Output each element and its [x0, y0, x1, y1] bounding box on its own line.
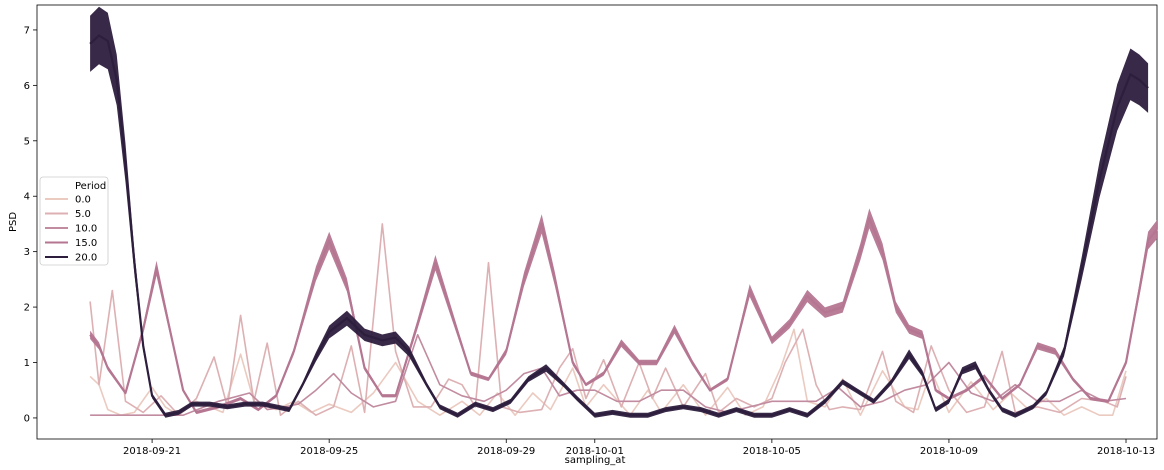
y-tick-label: 6 — [24, 81, 30, 92]
x-tick-label: 2018-09-25 — [300, 446, 358, 457]
series-line — [89, 223, 1127, 416]
series-15.0 — [89, 208, 1158, 415]
y-tick-label: 1 — [24, 358, 30, 369]
x-axis: 2018-09-21 2018-09-25 2018-09-29 2018-10-01… — [123, 439, 1155, 457]
x-tick-label: 2018-10-13 — [1097, 446, 1155, 457]
x-tick-label: 2018-10-01 — [566, 446, 624, 457]
series-20.0 — [89, 6, 1149, 418]
y-axis: 0 1 2 3 4 5 6 7 — [24, 25, 37, 424]
legend-label: 0.0 — [75, 195, 91, 206]
y-tick-label: 3 — [24, 247, 30, 258]
y-axis-label: PSD — [8, 212, 19, 232]
series-line — [89, 217, 1158, 414]
y-tick-label: 2 — [24, 303, 30, 314]
legend-title: Period — [75, 181, 106, 192]
legend-label: 15.0 — [75, 238, 97, 249]
series-line — [90, 334, 1127, 416]
series-10.0 — [90, 334, 1127, 416]
x-tick-label: 2018-10-05 — [743, 446, 801, 457]
series-0.0 — [89, 328, 1127, 416]
x-tick-label: 2018-09-21 — [123, 446, 181, 457]
legend: Period 0.0 5.0 10.0 15.0 20.0 — [39, 176, 109, 266]
y-tick-label: 5 — [24, 136, 30, 147]
x-tick-label: 2018-10-09 — [920, 446, 978, 457]
series-layer — [89, 6, 1158, 418]
y-tick-label: 4 — [24, 192, 30, 203]
series-line — [89, 328, 1127, 416]
x-tick-label: 2018-09-29 — [477, 446, 535, 457]
series-line — [89, 34, 1149, 417]
series-5.0 — [89, 223, 1127, 416]
y-tick-label: 7 — [24, 25, 30, 36]
legend-label: 20.0 — [75, 253, 97, 264]
legend-label: 5.0 — [75, 209, 91, 220]
x-axis-label: sampling_at — [565, 455, 626, 466]
y-tick-label: 0 — [24, 413, 30, 424]
legend-label: 10.0 — [75, 224, 97, 235]
